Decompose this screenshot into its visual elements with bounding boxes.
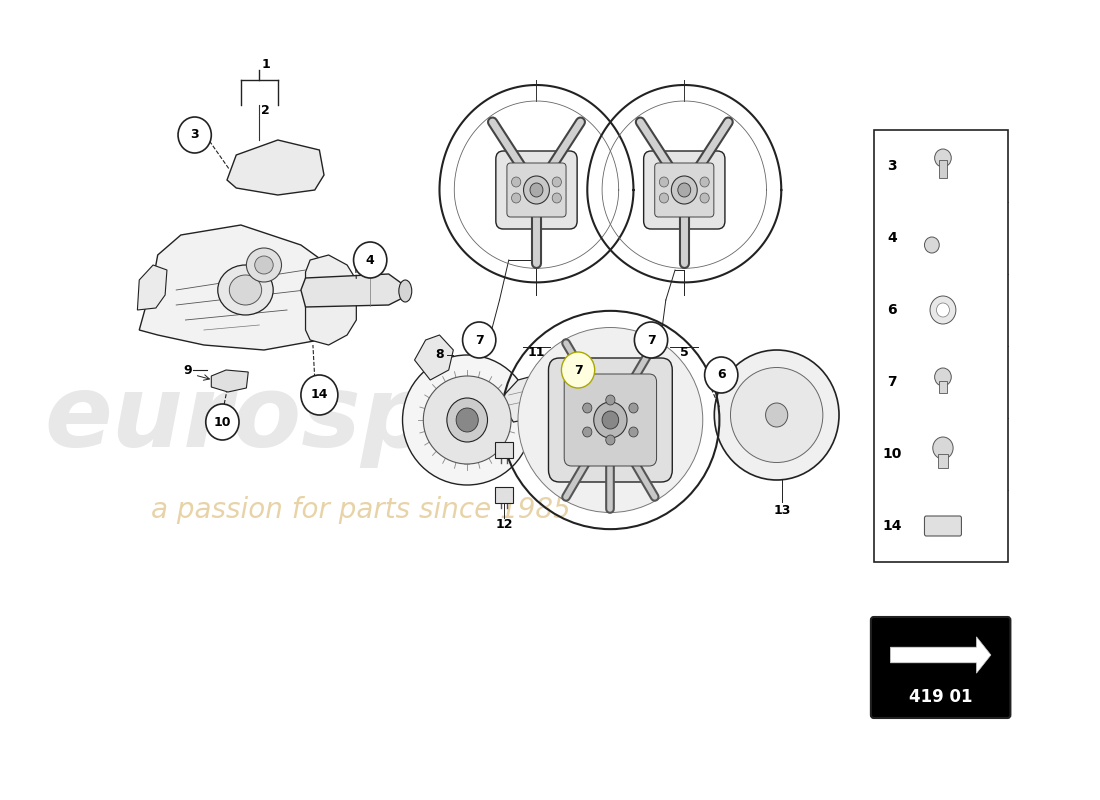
Circle shape (936, 303, 949, 317)
Circle shape (447, 398, 487, 442)
Circle shape (671, 176, 697, 204)
FancyBboxPatch shape (924, 516, 961, 536)
Text: 7: 7 (475, 334, 484, 346)
Polygon shape (306, 255, 356, 345)
Circle shape (552, 193, 561, 203)
Circle shape (606, 395, 615, 405)
Text: 10: 10 (882, 447, 902, 461)
Circle shape (700, 193, 710, 203)
Text: 2: 2 (262, 103, 271, 117)
Text: 4: 4 (366, 254, 375, 266)
Text: 8: 8 (436, 349, 443, 362)
Ellipse shape (399, 280, 411, 302)
Circle shape (659, 177, 669, 187)
Text: eurospares: eurospares (45, 371, 678, 469)
Text: 1: 1 (262, 58, 271, 71)
Text: 7: 7 (888, 375, 896, 389)
Text: 5: 5 (680, 346, 689, 359)
Polygon shape (890, 637, 991, 674)
FancyBboxPatch shape (644, 151, 725, 229)
Circle shape (766, 403, 788, 427)
Circle shape (659, 193, 669, 203)
Circle shape (583, 427, 592, 437)
Circle shape (301, 375, 338, 415)
Circle shape (629, 403, 638, 413)
Ellipse shape (229, 275, 262, 305)
FancyBboxPatch shape (871, 617, 1011, 718)
Circle shape (629, 427, 638, 437)
Text: 7: 7 (647, 334, 656, 346)
Text: a passion for parts since 1985: a passion for parts since 1985 (151, 496, 571, 524)
FancyBboxPatch shape (564, 374, 657, 466)
Text: 3: 3 (888, 159, 896, 173)
Circle shape (512, 193, 520, 203)
Circle shape (935, 149, 952, 167)
Circle shape (512, 177, 520, 187)
FancyBboxPatch shape (507, 163, 566, 217)
Ellipse shape (714, 350, 839, 480)
FancyBboxPatch shape (549, 358, 672, 482)
FancyBboxPatch shape (939, 381, 947, 393)
Text: 13: 13 (773, 503, 791, 517)
Text: 11: 11 (528, 346, 546, 359)
Ellipse shape (218, 265, 273, 315)
Circle shape (178, 117, 211, 153)
FancyBboxPatch shape (654, 163, 714, 217)
Polygon shape (499, 370, 573, 422)
Text: 10: 10 (213, 415, 231, 429)
Ellipse shape (246, 248, 282, 282)
Ellipse shape (403, 355, 532, 485)
Circle shape (524, 176, 549, 204)
Circle shape (583, 403, 592, 413)
Text: 419 01: 419 01 (909, 688, 972, 706)
Ellipse shape (730, 367, 823, 462)
FancyBboxPatch shape (873, 130, 1008, 562)
Polygon shape (140, 225, 342, 350)
Circle shape (924, 237, 939, 253)
Circle shape (206, 404, 239, 440)
Polygon shape (415, 335, 453, 380)
Text: 4: 4 (888, 231, 896, 245)
Circle shape (602, 411, 618, 429)
Polygon shape (138, 265, 167, 310)
Circle shape (700, 177, 710, 187)
Circle shape (635, 322, 668, 358)
Circle shape (463, 322, 496, 358)
FancyBboxPatch shape (496, 151, 578, 229)
Text: 6: 6 (717, 369, 726, 382)
FancyBboxPatch shape (938, 454, 947, 468)
Circle shape (594, 402, 627, 438)
Circle shape (678, 183, 691, 197)
Circle shape (561, 352, 595, 388)
Text: 6: 6 (888, 303, 896, 317)
Circle shape (530, 183, 543, 197)
FancyBboxPatch shape (939, 160, 947, 178)
Text: 9: 9 (183, 363, 191, 377)
FancyBboxPatch shape (495, 442, 514, 458)
Polygon shape (227, 140, 324, 195)
Text: 12: 12 (495, 518, 513, 531)
Circle shape (930, 296, 956, 324)
Circle shape (552, 177, 561, 187)
Circle shape (933, 437, 953, 459)
Polygon shape (301, 274, 403, 307)
Text: 7: 7 (574, 363, 582, 377)
Polygon shape (211, 370, 249, 392)
Ellipse shape (255, 256, 273, 274)
Circle shape (705, 357, 738, 393)
FancyBboxPatch shape (495, 487, 514, 503)
Text: 14: 14 (882, 519, 902, 533)
Circle shape (456, 408, 478, 432)
Circle shape (606, 435, 615, 445)
Ellipse shape (424, 376, 512, 464)
Circle shape (935, 368, 952, 386)
Text: 14: 14 (310, 389, 328, 402)
Ellipse shape (518, 327, 703, 513)
Text: 3: 3 (190, 129, 199, 142)
Circle shape (353, 242, 387, 278)
